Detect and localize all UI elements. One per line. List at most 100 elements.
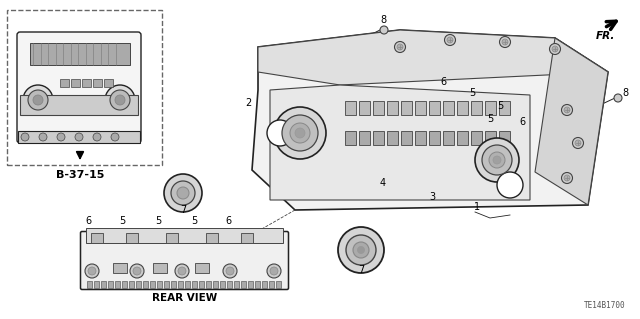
Polygon shape <box>535 38 608 205</box>
Circle shape <box>85 264 99 278</box>
Text: 6: 6 <box>519 117 525 127</box>
Circle shape <box>282 115 318 151</box>
Circle shape <box>575 140 581 146</box>
Bar <box>7 10 162 165</box>
Circle shape <box>394 41 406 53</box>
Circle shape <box>447 37 453 43</box>
Bar <box>153 263 167 273</box>
Text: 1: 1 <box>474 202 480 212</box>
Bar <box>104 79 113 87</box>
Text: 4: 4 <box>380 178 386 188</box>
Circle shape <box>499 36 511 48</box>
Bar <box>18 131 140 143</box>
Text: 5: 5 <box>119 216 125 226</box>
Bar <box>150 281 155 288</box>
Circle shape <box>88 267 96 275</box>
Bar <box>108 281 113 288</box>
Circle shape <box>33 95 43 105</box>
Circle shape <box>445 34 456 46</box>
Circle shape <box>57 133 65 141</box>
Circle shape <box>164 174 202 212</box>
Bar <box>429 131 440 145</box>
Bar <box>126 233 138 243</box>
Bar <box>443 131 454 145</box>
Bar <box>457 101 468 115</box>
Text: 6: 6 <box>225 216 231 226</box>
Bar <box>499 131 510 145</box>
Circle shape <box>75 133 83 141</box>
Bar <box>195 263 209 273</box>
Circle shape <box>267 120 293 146</box>
Bar <box>373 101 384 115</box>
Bar <box>93 79 102 87</box>
Circle shape <box>489 152 505 168</box>
Bar <box>262 281 267 288</box>
Circle shape <box>105 85 135 115</box>
Bar <box>87 281 92 288</box>
Circle shape <box>21 133 29 141</box>
Text: 7: 7 <box>358 265 364 275</box>
Bar <box>345 131 356 145</box>
Bar <box>387 131 398 145</box>
Text: TE14B1700: TE14B1700 <box>584 301 625 310</box>
Circle shape <box>493 156 501 164</box>
Bar <box>241 281 246 288</box>
Bar <box>30 43 130 65</box>
Circle shape <box>133 267 141 275</box>
Circle shape <box>475 138 519 182</box>
Bar <box>82 79 91 87</box>
Circle shape <box>115 95 125 105</box>
Circle shape <box>267 264 281 278</box>
Circle shape <box>274 107 326 159</box>
Bar <box>178 281 183 288</box>
Bar <box>71 79 80 87</box>
Bar <box>401 101 412 115</box>
Circle shape <box>482 145 512 175</box>
Circle shape <box>346 235 376 265</box>
Bar <box>415 101 426 115</box>
Bar <box>471 131 482 145</box>
FancyBboxPatch shape <box>81 232 289 290</box>
Circle shape <box>552 46 558 52</box>
Bar <box>166 233 178 243</box>
Bar <box>213 281 218 288</box>
Bar <box>113 263 127 273</box>
Text: 2: 2 <box>245 98 251 108</box>
Bar <box>171 281 176 288</box>
Circle shape <box>550 43 561 55</box>
Circle shape <box>177 187 189 199</box>
Text: FR.: FR. <box>596 31 616 41</box>
Bar <box>60 79 69 87</box>
Bar <box>387 101 398 115</box>
Circle shape <box>175 264 189 278</box>
Text: 5: 5 <box>497 101 503 111</box>
Circle shape <box>110 90 130 110</box>
Bar <box>20 95 138 115</box>
Circle shape <box>338 227 384 273</box>
Text: 6: 6 <box>440 77 446 87</box>
Circle shape <box>226 267 234 275</box>
Bar <box>206 233 218 243</box>
Bar <box>255 281 260 288</box>
Text: 8: 8 <box>622 88 628 98</box>
Bar <box>101 281 106 288</box>
Circle shape <box>380 26 388 34</box>
Bar <box>359 131 370 145</box>
Circle shape <box>130 264 144 278</box>
Text: 5: 5 <box>155 216 161 226</box>
Bar <box>115 281 120 288</box>
Bar <box>471 101 482 115</box>
Bar <box>241 233 253 243</box>
Bar <box>485 101 496 115</box>
Bar <box>122 281 127 288</box>
Circle shape <box>561 105 573 115</box>
Text: 5: 5 <box>191 216 197 226</box>
Circle shape <box>497 172 523 198</box>
Circle shape <box>93 133 101 141</box>
Bar <box>415 131 426 145</box>
Circle shape <box>290 123 310 143</box>
Text: REAR VIEW: REAR VIEW <box>152 293 217 303</box>
Bar <box>86 228 283 243</box>
Bar <box>227 281 232 288</box>
Bar <box>276 281 281 288</box>
